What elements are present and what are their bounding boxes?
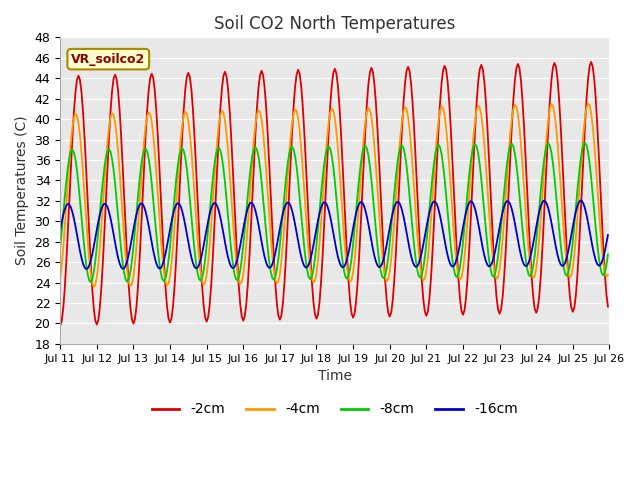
X-axis label: Time: Time <box>318 369 352 383</box>
-16cm <box>248 200 256 206</box>
Line: -2cm: -2cm <box>60 62 608 325</box>
Line: -4cm: -4cm <box>60 104 608 287</box>
-16cm <box>83 266 90 272</box>
Title: Soil CO2 North Temperatures: Soil CO2 North Temperatures <box>214 15 456 33</box>
-4cm <box>56 276 64 281</box>
-8cm <box>221 179 228 185</box>
-4cm <box>248 155 256 160</box>
-16cm <box>577 198 584 204</box>
-8cm <box>125 276 132 282</box>
-8cm <box>581 140 589 145</box>
-16cm <box>125 252 132 257</box>
-16cm <box>239 226 247 232</box>
-2cm <box>124 259 131 264</box>
Line: -8cm: -8cm <box>60 143 608 282</box>
-2cm <box>296 71 303 77</box>
-4cm <box>584 101 592 107</box>
Y-axis label: Soil Temperatures (C): Soil Temperatures (C) <box>15 116 29 265</box>
-4cm <box>90 284 97 290</box>
-2cm <box>220 73 227 79</box>
-8cm <box>87 279 95 285</box>
-16cm <box>221 239 228 245</box>
-4cm <box>604 272 612 278</box>
-2cm <box>56 323 64 328</box>
-16cm <box>604 232 612 238</box>
Legend: -2cm, -4cm, -8cm, -16cm: -2cm, -4cm, -8cm, -16cm <box>146 397 524 422</box>
-2cm <box>238 313 246 319</box>
-4cm <box>575 192 583 198</box>
-2cm <box>588 59 595 65</box>
-16cm <box>56 227 64 233</box>
-8cm <box>604 252 612 258</box>
Line: -16cm: -16cm <box>60 201 608 269</box>
-2cm <box>573 272 581 278</box>
-16cm <box>298 254 305 260</box>
-4cm <box>298 146 305 152</box>
Text: VR_soilco2: VR_soilco2 <box>71 53 145 66</box>
-4cm <box>125 279 132 285</box>
-2cm <box>604 304 612 310</box>
-16cm <box>575 199 583 205</box>
-8cm <box>56 245 64 251</box>
-4cm <box>221 117 228 123</box>
-2cm <box>247 225 255 231</box>
-8cm <box>248 153 256 158</box>
-8cm <box>575 172 583 178</box>
-8cm <box>239 243 247 249</box>
-4cm <box>239 272 247 277</box>
-8cm <box>298 212 305 217</box>
